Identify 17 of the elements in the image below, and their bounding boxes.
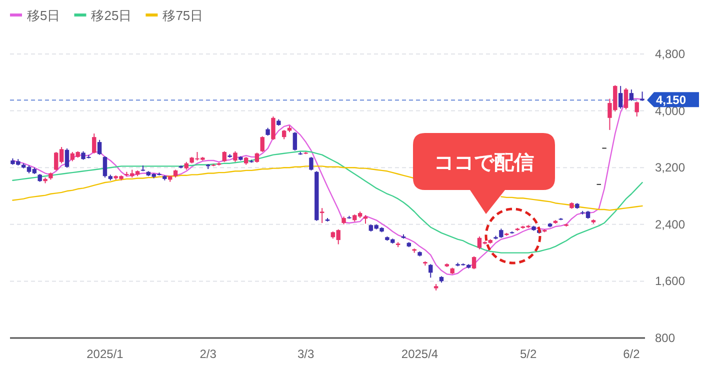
- y-tick-label: 800: [655, 331, 676, 345]
- x-tick-label: 2/3: [200, 347, 217, 361]
- x-tick-label: 3/3: [297, 347, 314, 361]
- legend-label: 移75日: [162, 8, 204, 23]
- picture-callout: ココで配信: [413, 133, 555, 214]
- y-tick-label: 4,800: [655, 47, 686, 61]
- legend-label: 移5日: [27, 8, 60, 23]
- ref-line-label: 4,150: [656, 93, 686, 108]
- x-tick-label: 2025/1: [86, 347, 124, 361]
- x-tick-label: 5/2: [520, 347, 537, 361]
- x-tick-label: 6/2: [623, 347, 640, 361]
- y-tick-label: 3,200: [655, 160, 686, 175]
- y-tick-label: 1,600: [655, 274, 686, 288]
- annotation: ココで配信: [434, 152, 534, 174]
- x-tick-label: 2025/4: [401, 347, 438, 361]
- legend-label: 移25日: [91, 8, 132, 23]
- y-tick-label: 2,400: [655, 217, 686, 232]
